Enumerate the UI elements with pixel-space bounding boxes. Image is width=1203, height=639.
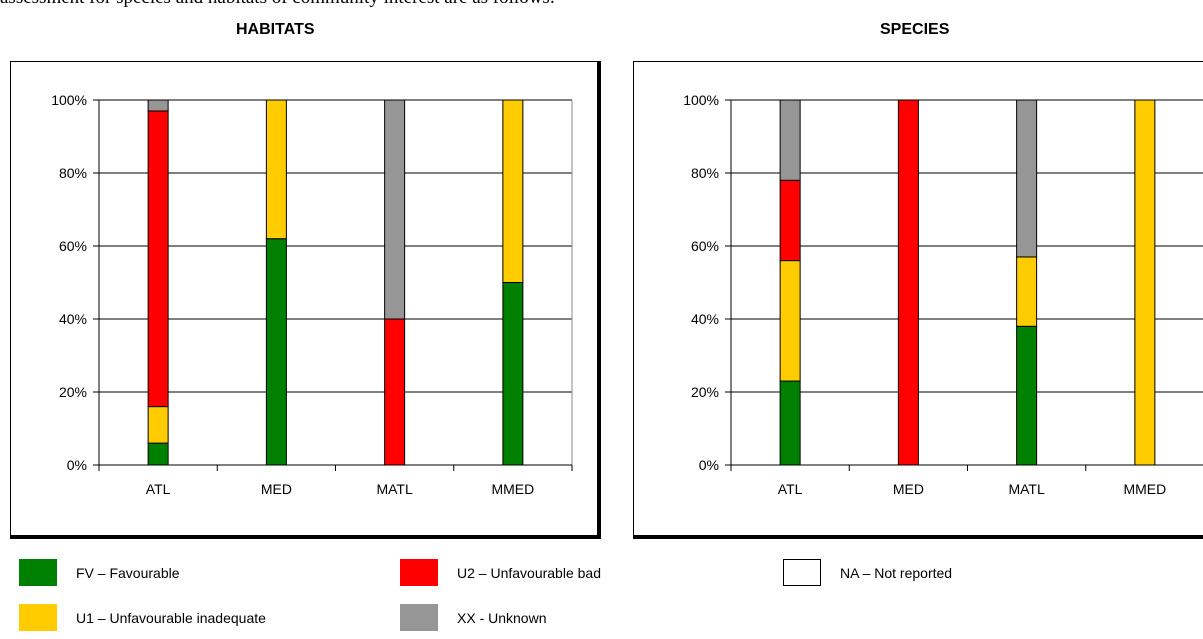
y-tick-label: 0%	[67, 457, 87, 473]
intro-text: assessment for species and habitats of c…	[0, 0, 555, 9]
legend-swatch-xx	[400, 604, 438, 631]
x-tick-label: ATL	[778, 481, 803, 497]
legend-swatch-na	[783, 559, 821, 586]
legend-item-xx: XX - Unknown	[400, 604, 546, 631]
bar-segment-xx-atl	[147, 99, 169, 112]
bar-segment-u1-med	[265, 99, 287, 240]
bar-segment-xx-atl	[779, 99, 801, 181]
legend-swatch-u2	[400, 559, 438, 586]
y-tick-label: 0%	[699, 457, 719, 473]
x-tick-label: MMED	[1123, 481, 1166, 497]
bar-segment-fv-matl	[1016, 325, 1038, 466]
x-tick-label: MED	[261, 481, 292, 497]
legend-item-na: NA – Not reported	[783, 559, 952, 586]
y-tick-label: 60%	[691, 238, 719, 254]
species-chart-frame: 0% 20% 40% 60% 80% 100% ATL MED MATL MMED	[633, 61, 1203, 539]
legend-swatch-fv	[19, 559, 57, 586]
x-tick-label: MATL	[1008, 481, 1045, 497]
habitats-chart-title: HABITATS	[236, 21, 315, 38]
legend-item-u1: U1 – Unfavourable inadequate	[19, 604, 266, 631]
bar-segment-u1-mmed	[1134, 99, 1156, 466]
y-tick-label: 40%	[59, 311, 87, 327]
y-tick-label: 20%	[691, 384, 719, 400]
habitats-chart-frame: 0% 20% 40% 60% 80% 100% ATL MED MATL MMED	[10, 61, 601, 539]
bar-segment-u1-atl	[147, 406, 169, 444]
legend-label-u1: U1 – Unfavourable inadequate	[76, 609, 266, 626]
legend-label-na: NA – Not reported	[840, 564, 953, 581]
legend-swatch-u1	[19, 604, 57, 631]
legend-label-u2: U2 – Unfavourable bad	[457, 564, 601, 581]
species-chart: 0% 20% 40% 60% 80% 100% ATL MED MATL MMED	[683, 92, 1203, 497]
species-chart-title: SPECIES	[880, 21, 950, 38]
legend-label-xx: XX - Unknown	[457, 609, 547, 626]
x-tick-label: MED	[893, 481, 924, 497]
x-tick-label: ATL	[146, 481, 171, 497]
y-tick-label: 80%	[691, 165, 719, 181]
bar-segment-u2-atl	[147, 110, 169, 408]
y-tick-label: 60%	[59, 238, 87, 254]
legend-item-fv: FV – Favourable	[19, 559, 180, 586]
x-tick-label: MATL	[376, 481, 413, 497]
bar-segment-fv-mmed	[502, 282, 524, 466]
bar-segment-fv-atl	[779, 380, 801, 466]
bar-segment-u1-mmed	[502, 99, 524, 283]
bar-segment-u1-atl	[779, 260, 801, 382]
y-tick-label: 40%	[691, 311, 719, 327]
y-tick-label: 100%	[683, 92, 719, 108]
habitats-chart: 0% 20% 40% 60% 80% 100% ATL MED MATL MMED	[51, 92, 573, 497]
y-tick-label: 100%	[51, 92, 87, 108]
bar-segment-u2-med	[897, 99, 919, 466]
bar-segment-xx-matl	[384, 99, 406, 320]
bar-segment-fv-med	[265, 238, 287, 466]
bar-segment-xx-matl	[1016, 99, 1038, 258]
legend-label-fv: FV – Favourable	[76, 564, 180, 581]
bar-segment-u2-atl	[779, 179, 801, 262]
bar-segment-u2-matl	[384, 318, 406, 466]
x-tick-label: MMED	[491, 481, 534, 497]
legend-item-u2: U2 – Unfavourable bad	[400, 559, 601, 586]
y-tick-label: 20%	[59, 384, 87, 400]
bar-segment-u1-matl	[1016, 256, 1038, 327]
y-tick-label: 80%	[59, 165, 87, 181]
bar-segment-fv-atl	[147, 442, 169, 466]
